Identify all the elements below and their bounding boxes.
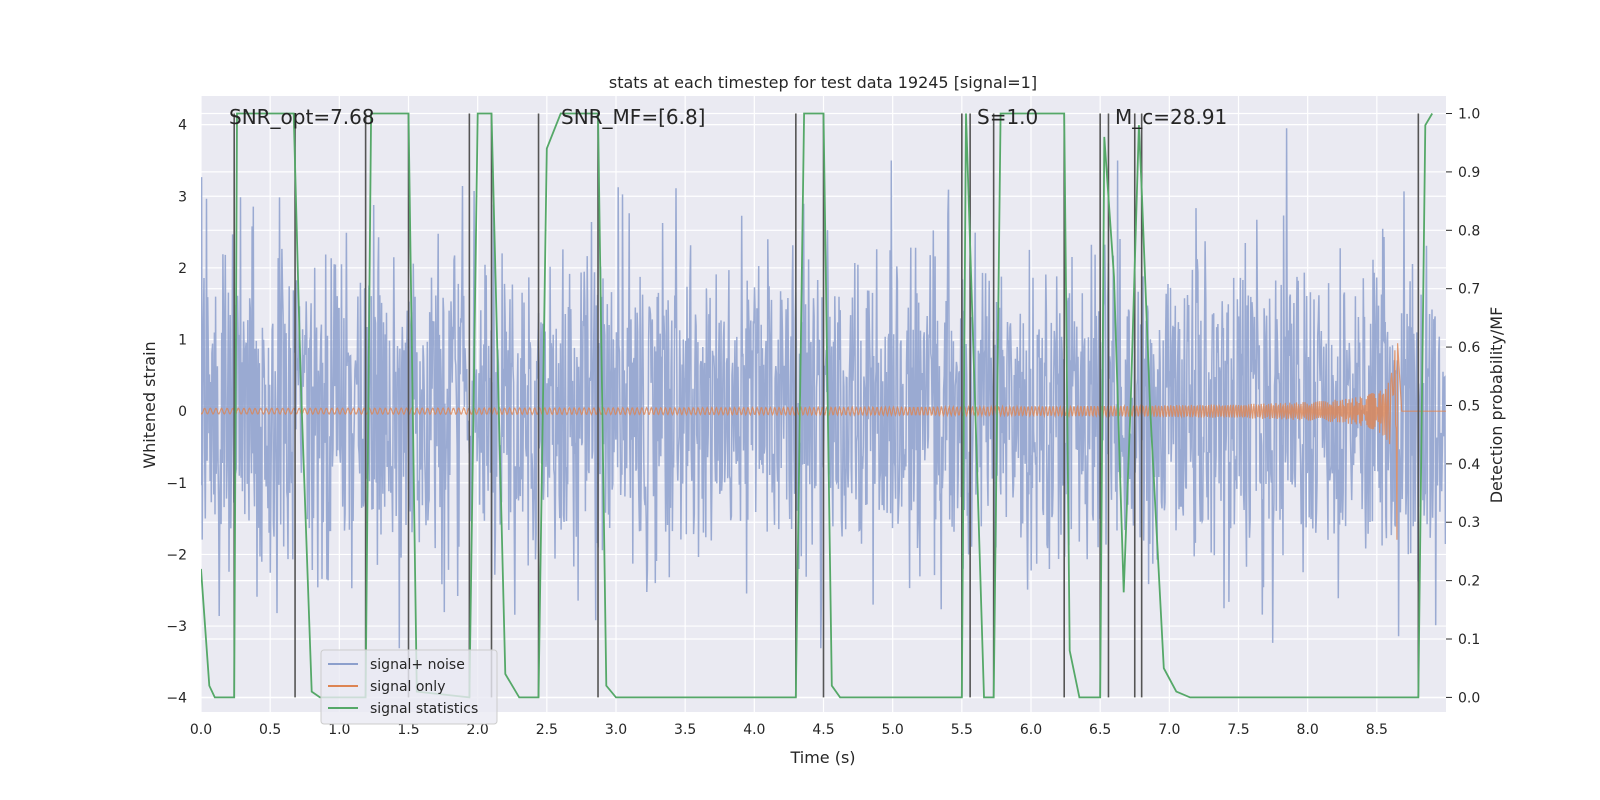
y-tick-labels: −4 −3 −2 −1 0 1 2 3 4 [166, 118, 187, 707]
right-y-tick-label: 0.3 [1458, 515, 1480, 531]
x-tick-label: 8.0 [1297, 722, 1319, 738]
y-axis-label: Whitened strain [140, 341, 159, 468]
right-y-tick-label: 0.0 [1458, 690, 1480, 706]
right-y-tick-label: 0.4 [1458, 457, 1480, 473]
y-tick-label: −1 [166, 476, 187, 492]
x-tick-label: 0.0 [190, 722, 212, 738]
right-y-tick-label: 0.2 [1458, 574, 1480, 590]
legend-label-signal-statistics: signal statistics [370, 701, 478, 717]
right-y-tick-label: 0.6 [1458, 340, 1480, 356]
snr-mf-annotation: SNR_MF=[6.8] [561, 105, 705, 129]
legend-box [320, 649, 498, 725]
x-tick-label: 8.5 [1366, 722, 1388, 738]
x-tick-label: 1.0 [328, 722, 350, 738]
x-tick-label: 3.5 [674, 722, 696, 738]
y-tick-label: −3 [166, 619, 187, 635]
y-tick-label: 1 [178, 333, 187, 349]
x-tick-label: 7.0 [1158, 722, 1180, 738]
x-axis-label: Time (s) [789, 748, 855, 767]
x-tick-label: 4.5 [812, 722, 834, 738]
y-tick-label: 3 [178, 189, 187, 205]
x-tick-label: 4.0 [743, 722, 765, 738]
y-tick-label: 0 [178, 404, 187, 420]
right-y-tick-label: 1.0 [1458, 107, 1480, 123]
snr-opt-annotation: SNR_opt=7.68 [229, 105, 375, 129]
legend-label-signal-only: signal only [370, 679, 445, 695]
right-y-tick-label: 0.1 [1458, 632, 1480, 648]
right-y-tick-label: 0.7 [1458, 282, 1480, 298]
right-y-axis-label: Detection probability/MF [1487, 307, 1506, 504]
legend-label-signal-plus-noise: signal+ noise [370, 657, 465, 673]
y-tick-label: −2 [166, 547, 187, 563]
mc-annotation: M_c=28.91 [1115, 105, 1227, 129]
x-tick-label: 6.0 [1020, 722, 1042, 738]
legend: signal+ noise signal only signal statist… [320, 649, 498, 725]
x-tick-label: 2.0 [467, 722, 489, 738]
chart-title: stats at each timestep for test data 192… [609, 73, 1037, 92]
right-y-tick-label: 0.8 [1458, 223, 1480, 239]
y-tick-label: 2 [178, 261, 187, 277]
x-tick-label: 0.5 [259, 722, 281, 738]
x-tick-label: 5.5 [951, 722, 973, 738]
right-y-tick-label: 0.5 [1458, 398, 1480, 414]
x-tick-label: 2.5 [536, 722, 558, 738]
y-tick-label: −4 [166, 691, 187, 707]
right-y-tick-labels: 0.0 0.1 0.2 0.3 0.4 0.5 0.6 0.7 0.8 0.9 1.0 [1458, 107, 1480, 707]
right-y-tick-label: 0.9 [1458, 165, 1480, 181]
x-tick-labels: 0.0 0.5 1.0 1.5 2.0 2.5 3.0 3.5 4.0 4.5 5.0 5.5 6.0 6… [190, 722, 1388, 738]
y-tick-label: 4 [178, 118, 187, 134]
x-tick-label: 1.5 [397, 722, 419, 738]
x-tick-label: 5.0 [882, 722, 904, 738]
x-tick-label: 3.0 [605, 722, 627, 738]
s-annotation: S=1.0 [977, 105, 1038, 129]
x-tick-label: 7.5 [1227, 722, 1249, 738]
x-tick-label: 6.5 [1089, 722, 1111, 738]
